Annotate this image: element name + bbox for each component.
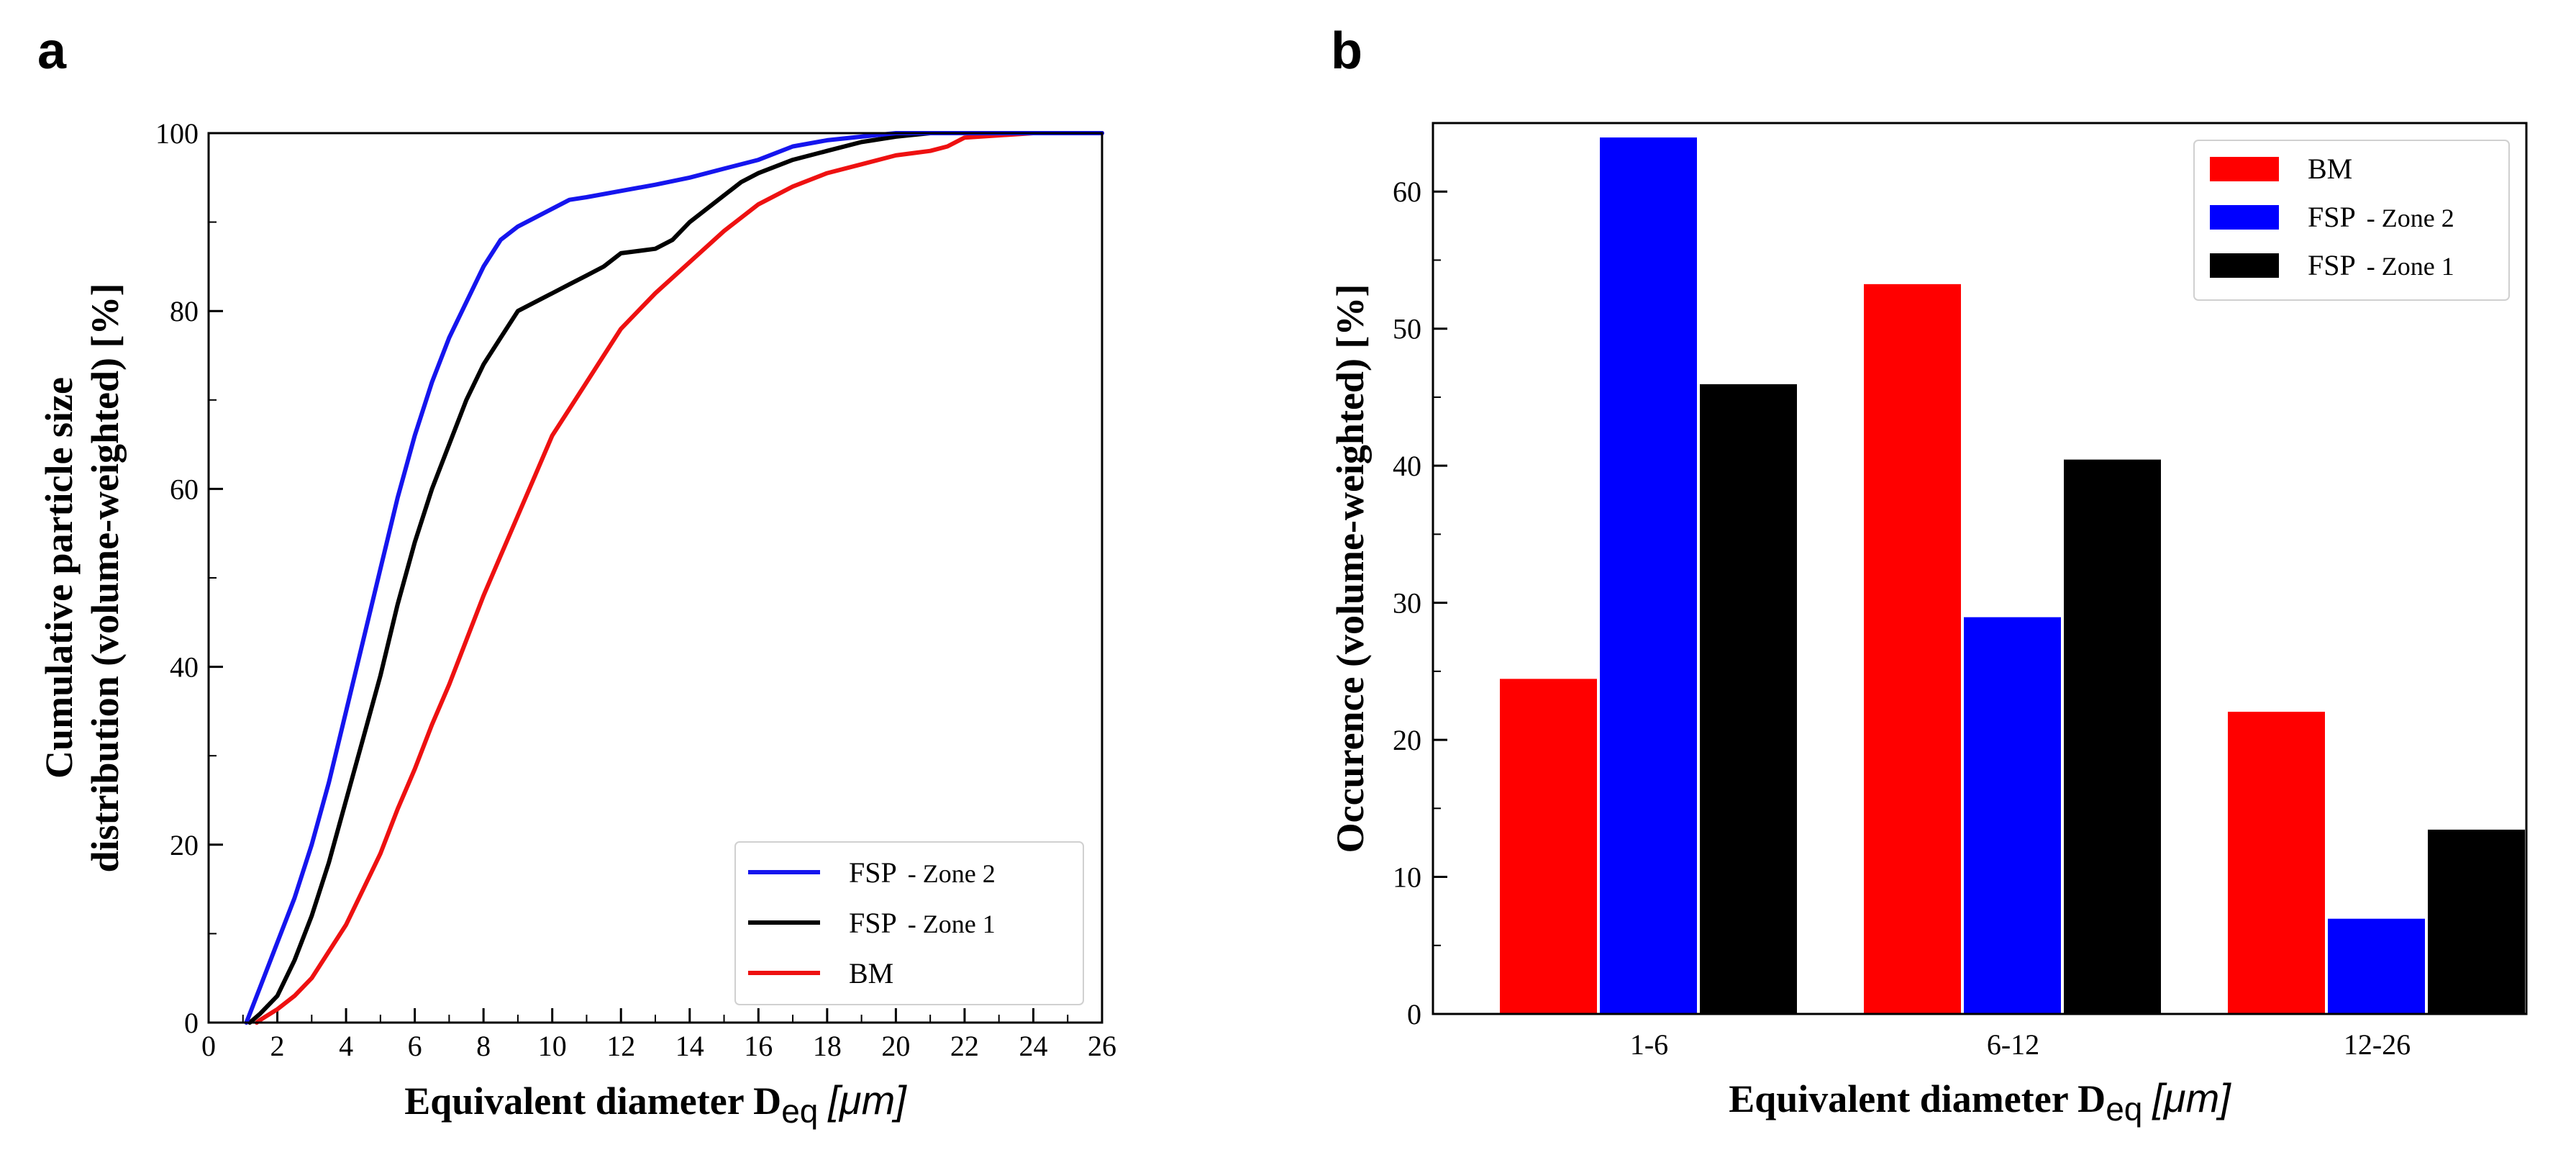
panel-a-x-tick-label: 18 xyxy=(813,1030,842,1062)
panel-b-bar-zone2-12-26 xyxy=(2326,917,2426,1015)
panel-b-bar-zone2-1-6 xyxy=(1598,136,1698,1015)
panel-a-x-tick-label: 8 xyxy=(476,1030,491,1062)
panel-b-x-tick-labels: 1-6 6-12 12-26 xyxy=(1630,1028,2411,1061)
panel-a-x-tick-label: 16 xyxy=(744,1030,773,1062)
panel-a-legend-label-zone2: FSP - Zone 2 xyxy=(849,856,996,889)
panel-a-legend-suffix-zone2: - Zone 2 xyxy=(901,859,996,888)
panel-b-x-tick-label: 6-12 xyxy=(1987,1028,2039,1061)
panel-b-label: b xyxy=(1331,22,1362,80)
panel-a-x-axis-title-subscript: eq xyxy=(781,1092,818,1130)
panel-b-y-tick-label: 60 xyxy=(1393,176,1421,208)
panel-a-y-tick-label: 60 xyxy=(170,473,199,505)
panel-b-x-tick-label: 12-26 xyxy=(2344,1028,2411,1061)
panel-a-x-tick-label: 6 xyxy=(408,1030,422,1062)
panel-a-x-axis-title: Equivalent diameter Deq [μm] xyxy=(404,1077,907,1130)
panel-a-x-axis-title-unit: [μm] xyxy=(827,1077,907,1123)
panel-b-legend-swatch-zone2 xyxy=(2210,205,2279,230)
panel-a-x-tick-label: 0 xyxy=(201,1030,216,1062)
panel-a-legend-suffix-zone1: - Zone 1 xyxy=(901,910,996,938)
panel-a-legend-label-zone1: FSP - Zone 1 xyxy=(849,907,996,939)
panel-b-legend-name-zone2: FSP xyxy=(2308,201,2356,233)
panel-a-series-line-zone1 xyxy=(247,131,1104,1025)
panel-a-x-tick-label: 10 xyxy=(538,1030,567,1062)
panel-b-y-tick-label: 40 xyxy=(1393,450,1421,482)
panel-a-legend-frame xyxy=(734,841,1084,1005)
panel-a-x-tick-label: 12 xyxy=(606,1030,635,1062)
panel-a-legend-name-zone2: FSP xyxy=(849,856,897,889)
panel-a-label: a xyxy=(37,22,67,80)
panel-b-legend-label-bm: BM xyxy=(2308,153,2352,185)
panel-b-y-tick-label: 20 xyxy=(1393,724,1421,756)
panel-b-x-axis-title-main: Equivalent diameter D xyxy=(1729,1077,2106,1120)
panel-a-y-tick-label: 80 xyxy=(170,295,199,327)
panel-b-y-tick-label: 10 xyxy=(1393,861,1421,894)
panel-a-x-tick-label: 4 xyxy=(339,1030,353,1062)
panel-b-bar-bm-1-6 xyxy=(1498,677,1598,1015)
panel-a-y-axis-title-line1: Cumulative particle size xyxy=(37,377,81,779)
panel-b-legend-label-zone1: FSP - Zone 1 xyxy=(2308,249,2454,281)
panel-b-y-tick-label: 0 xyxy=(1407,998,1421,1031)
panel-a-x-tick-label: 26 xyxy=(1088,1030,1116,1062)
panel-a-x-tick-label: 2 xyxy=(270,1030,285,1062)
panel-b-legend-swatch-bm xyxy=(2210,157,2279,181)
panel-a-y-tick-label: 40 xyxy=(170,651,199,684)
panel-b-legend-label-zone2: FSP - Zone 2 xyxy=(2308,201,2454,233)
panel-a-y-tick-labels: 0 20 40 60 80 100 xyxy=(155,117,199,1039)
panel-a-x-tick-label: 22 xyxy=(950,1030,979,1062)
panel-a-y-tick-label: 0 xyxy=(184,1007,199,1039)
panel-a-x-tick-labels: 0 2 4 6 8 10 12 14 16 18 20 22 24 26 xyxy=(201,1030,1116,1062)
panel-b-chart: 0 10 20 30 40 50 60 1-6 6-12 12-26 Occurence (vo… xyxy=(1329,122,2528,1128)
panel-b-bar-bm-12-26 xyxy=(2226,710,2326,1015)
panel-a-x-tick-label: 24 xyxy=(1019,1030,1047,1062)
panel-a-legend: FSP - Zone 2 FSP - Zone 1 BM xyxy=(734,841,1084,1005)
panel-b-bar-bm-6-12 xyxy=(1862,282,1962,1015)
panel-b-legend-swatch-zone1 xyxy=(2210,253,2279,278)
panel-b-bar-zone1-12-26 xyxy=(2426,828,2526,1015)
panel-b-legend-suffix-zone2: - Zone 2 xyxy=(2360,204,2454,232)
panel-a-x-tick-label: 20 xyxy=(881,1030,910,1062)
panel-b-bar-zone1-6-12 xyxy=(2062,458,2162,1015)
panel-a-legend-name-zone1: FSP xyxy=(849,907,897,939)
panel-a-y-tick-label: 20 xyxy=(170,829,199,861)
panel-b-y-tick-label: 50 xyxy=(1393,313,1421,345)
panel-a-x-tick-label: 14 xyxy=(675,1030,704,1062)
panel-b-y-tick-label: 30 xyxy=(1393,587,1421,620)
panel-b-plot-frame xyxy=(1432,122,2528,1015)
panel-a-y-tick-label: 100 xyxy=(155,117,199,150)
panel-a-series-line-zone2 xyxy=(244,131,1104,1025)
panel-b-legend-suffix-zone1: - Zone 1 xyxy=(2360,252,2454,281)
panel-a-series xyxy=(244,131,1104,1025)
panel-b-bar-zone1-1-6 xyxy=(1698,382,1798,1015)
panel-a-legend-label-bm: BM xyxy=(849,957,893,989)
panel-b-x-axis-title-subscript: eq xyxy=(2106,1090,2142,1128)
panel-b-legend-name-zone1: FSP xyxy=(2308,249,2356,281)
panel-b-x-axis-title: Equivalent diameter Deq [μm] xyxy=(1729,1075,2231,1128)
panel-a-x-axis-title-main: Equivalent diameter D xyxy=(404,1079,781,1123)
panel-b-legend: BM FSP - Zone 2 FSP - Zone 1 xyxy=(2193,140,2510,301)
panel-b-bar-zone2-6-12 xyxy=(1962,615,2062,1015)
panel-a-series-line-bm xyxy=(254,131,1104,1025)
panel-a-plot-frame xyxy=(207,132,1103,1024)
panel-a-y-axis-title-line2: distribution (volume-weighted) [%] xyxy=(83,284,127,873)
panel-b-y-tick-labels: 0 10 20 30 40 50 60 xyxy=(1393,176,1421,1031)
panel-b-bars xyxy=(1498,136,2526,1015)
panel-b-y-axis-title: Occurence (volume-weighted) [%] xyxy=(1329,284,1372,853)
panel-b-x-axis-title-unit: [μm] xyxy=(2151,1075,2231,1120)
panel-b-x-tick-label: 1-6 xyxy=(1630,1028,1668,1061)
